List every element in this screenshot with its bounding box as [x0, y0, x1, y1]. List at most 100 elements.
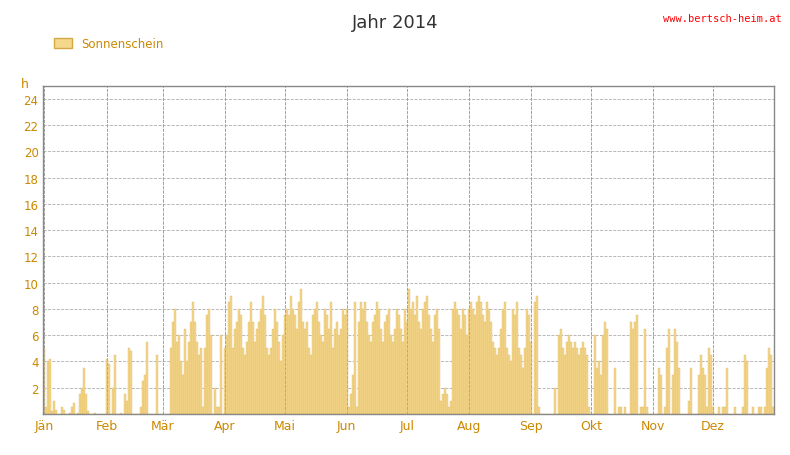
Bar [276, 322, 278, 414]
Bar [43, 349, 46, 414]
Bar [760, 408, 762, 414]
Bar [768, 349, 770, 414]
Bar [584, 349, 586, 414]
Bar [562, 349, 564, 414]
Bar [560, 329, 562, 414]
Text: h: h [21, 77, 29, 91]
Bar [256, 329, 258, 414]
Bar [235, 322, 238, 414]
Bar [77, 413, 80, 414]
Bar [620, 408, 622, 414]
Bar [456, 309, 458, 414]
Bar [596, 368, 598, 414]
Legend: Sonnenschein: Sonnenschein [49, 33, 168, 56]
Bar [260, 309, 261, 414]
Bar [440, 401, 442, 414]
Bar [205, 316, 208, 414]
Bar [572, 349, 574, 414]
Bar [186, 362, 187, 414]
Bar [706, 408, 708, 414]
Bar [119, 413, 122, 414]
Bar [175, 342, 178, 414]
Bar [329, 303, 332, 414]
Bar [63, 410, 66, 414]
Bar [770, 355, 772, 414]
Bar [414, 316, 416, 414]
Bar [660, 375, 662, 414]
Bar [170, 349, 171, 414]
Bar [340, 329, 342, 414]
Bar [614, 368, 616, 414]
Bar [62, 408, 63, 414]
Bar [352, 375, 354, 414]
Bar [284, 316, 286, 414]
Bar [356, 408, 358, 414]
Bar [454, 303, 456, 414]
Bar [73, 404, 76, 414]
Bar [393, 329, 396, 414]
Bar [430, 329, 432, 414]
Bar [464, 316, 466, 414]
Bar [480, 303, 482, 414]
Bar [286, 309, 288, 414]
Bar [230, 296, 231, 414]
Bar [303, 329, 306, 414]
Bar [295, 329, 298, 414]
Bar [140, 408, 141, 414]
Bar [254, 342, 256, 414]
Bar [84, 368, 85, 414]
Bar [292, 309, 294, 414]
Bar [468, 309, 470, 414]
Bar [462, 309, 464, 414]
Bar [264, 316, 265, 414]
Bar [269, 349, 272, 414]
Bar [280, 362, 282, 414]
Bar [478, 296, 480, 414]
Bar [564, 355, 566, 414]
Bar [50, 359, 51, 414]
Bar [358, 322, 359, 414]
Bar [392, 342, 393, 414]
Bar [528, 316, 530, 414]
Bar [644, 329, 646, 414]
Bar [51, 411, 54, 414]
Bar [363, 303, 366, 414]
Bar [514, 316, 516, 414]
Bar [171, 322, 174, 414]
Bar [127, 349, 130, 414]
Bar [578, 355, 580, 414]
Bar [111, 388, 114, 414]
Bar [388, 309, 389, 414]
Bar [322, 342, 324, 414]
Bar [722, 408, 724, 414]
Bar [81, 388, 84, 414]
Bar [273, 309, 276, 414]
Bar [518, 349, 520, 414]
Bar [380, 329, 382, 414]
Bar [54, 401, 55, 414]
Bar [126, 401, 127, 414]
Bar [484, 322, 486, 414]
Bar [632, 329, 634, 414]
Bar [566, 342, 568, 414]
Bar [470, 303, 472, 414]
Bar [144, 375, 145, 414]
Bar [580, 349, 582, 414]
Bar [758, 408, 760, 414]
Bar [298, 303, 299, 414]
Bar [668, 329, 670, 414]
Bar [458, 316, 460, 414]
Bar [336, 322, 338, 414]
Bar [512, 309, 514, 414]
Bar [486, 303, 488, 414]
Bar [372, 322, 374, 414]
Bar [448, 408, 450, 414]
Bar [744, 355, 747, 414]
Bar [398, 316, 400, 414]
Bar [382, 342, 384, 414]
Bar [333, 329, 336, 414]
Bar [70, 413, 71, 414]
Bar [310, 355, 312, 414]
Bar [602, 335, 604, 414]
Bar [734, 408, 736, 414]
